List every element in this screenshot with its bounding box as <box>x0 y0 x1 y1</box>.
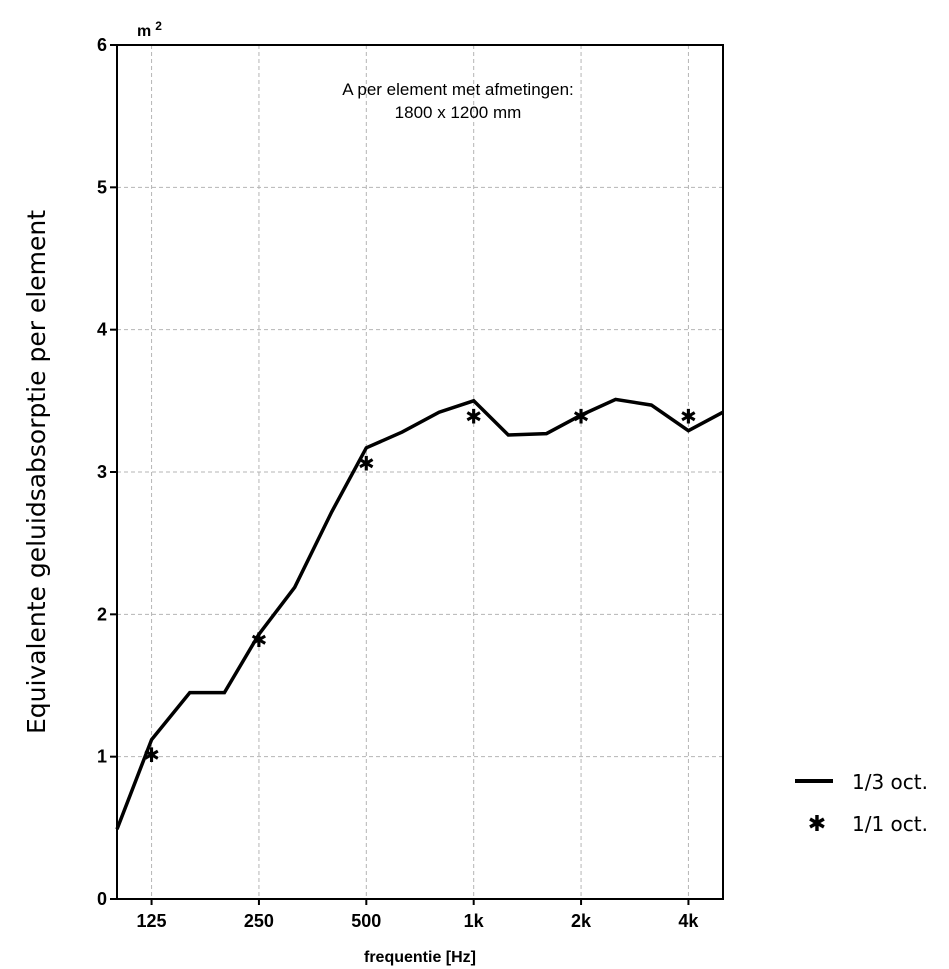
y-tick-label: 5 <box>97 177 107 197</box>
legend: 1/3 oct. ✱ 1/1 oct. <box>795 770 928 837</box>
legend-marker-swatch: ✱ <box>808 812 826 837</box>
data-point-octave: ✱ <box>680 404 697 428</box>
y-tick-label: 0 <box>97 889 107 909</box>
data-point-octave: ✱ <box>143 743 160 767</box>
x-tick-label: 250 <box>244 911 274 931</box>
y-tick-labels: 0 1 2 3 4 5 6 <box>97 35 117 909</box>
y-tick-label: 2 <box>97 604 107 624</box>
x-tick-label: 1k <box>464 911 485 931</box>
y-unit-superscript: 2 <box>155 19 162 33</box>
y-tick-label: 6 <box>97 35 107 55</box>
data-point-octave: ✱ <box>358 451 375 475</box>
legend-label-octave: 1/1 oct. <box>852 812 928 836</box>
y-unit-base: m <box>137 23 151 40</box>
x-tick-label: 125 <box>137 911 167 931</box>
y-tick-label: 1 <box>97 747 107 767</box>
x-tick-label: 2k <box>571 911 592 931</box>
data-point-octave: ✱ <box>573 404 590 428</box>
data-point-octave: ✱ <box>251 628 268 652</box>
legend-label-third-octave: 1/3 oct. <box>852 770 928 794</box>
data-series: ✱ ✱ ✱ ✱ ✱ ✱ <box>115 397 724 830</box>
annotation-line-1: A per element met afmetingen: <box>342 80 574 99</box>
data-point-octave: ✱ <box>465 404 482 428</box>
y-tick-label: 4 <box>97 320 107 340</box>
x-tick-labels: 125 250 500 1k 2k 4k <box>137 899 699 931</box>
annotation-line-2: 1800 x 1200 mm <box>395 103 522 122</box>
x-tick-label: 500 <box>351 911 381 931</box>
series-line-third-octave <box>115 397 724 830</box>
grid-lines <box>117 45 723 899</box>
y-tick-label: 3 <box>97 462 107 482</box>
x-tick-label: 4k <box>678 911 699 931</box>
x-axis-title: frequentie [Hz] <box>364 949 476 966</box>
y-axis-title: Equivalente geluidsabsorptie per element <box>22 210 51 734</box>
